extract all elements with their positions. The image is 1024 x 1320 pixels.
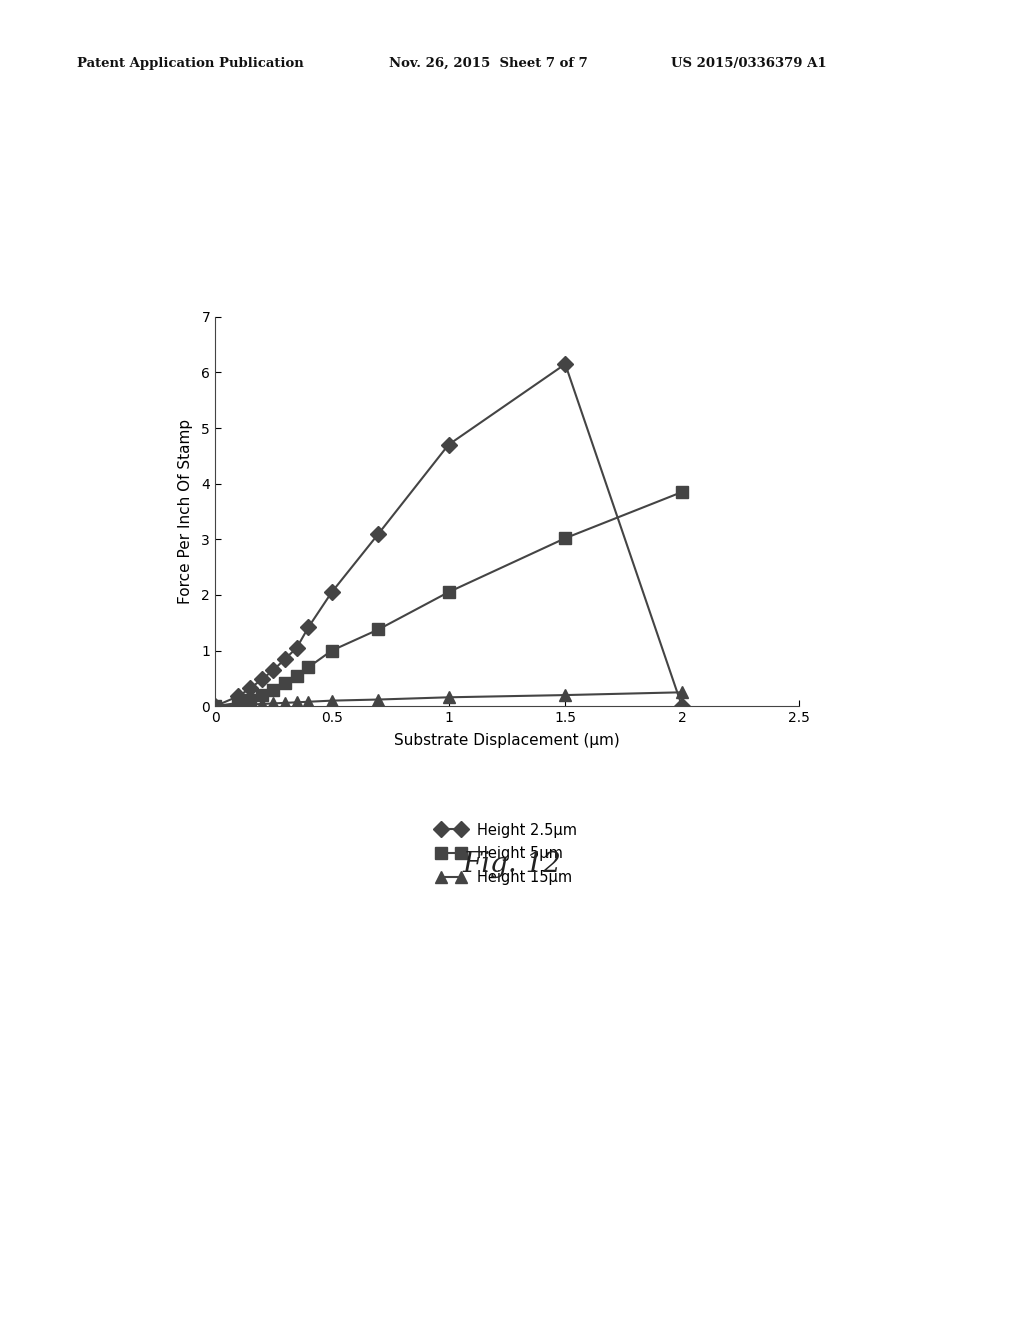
- Height 5μm: [676, 484, 688, 500]
- Y-axis label: Force Per Inch Of Stamp: Force Per Inch Of Stamp: [178, 418, 193, 605]
- Height 5μm: [302, 660, 314, 676]
- Height 5μm: [442, 585, 455, 601]
- Line: Height 2.5μm: Height 2.5μm: [210, 359, 687, 711]
- Height 15μm: [256, 696, 268, 711]
- Height 5μm: [244, 692, 256, 708]
- Height 5μm: [232, 694, 245, 710]
- Legend: Height 2.5μm, Height 5μm, Height 15μm: Height 2.5μm, Height 5μm, Height 15μm: [436, 822, 578, 884]
- Height 15μm: [302, 694, 314, 710]
- Line: Height 5μm: Height 5μm: [210, 487, 687, 711]
- Height 15μm: [232, 697, 245, 713]
- Height 2.5μm: [302, 619, 314, 635]
- Height 2.5μm: [676, 698, 688, 714]
- X-axis label: Substrate Displacement (μm): Substrate Displacement (μm): [394, 734, 620, 748]
- Height 5μm: [291, 668, 303, 684]
- Height 15μm: [267, 696, 280, 711]
- Text: Fig. 12: Fig. 12: [463, 851, 561, 878]
- Height 5μm: [326, 643, 338, 659]
- Height 2.5μm: [279, 651, 291, 667]
- Height 5μm: [373, 622, 385, 638]
- Text: Patent Application Publication: Patent Application Publication: [77, 57, 303, 70]
- Height 5μm: [559, 531, 571, 546]
- Height 2.5μm: [267, 663, 280, 678]
- Height 15μm: [326, 693, 338, 709]
- Height 2.5μm: [291, 640, 303, 656]
- Height 2.5μm: [559, 356, 571, 372]
- Height 2.5μm: [373, 525, 385, 541]
- Line: Height 15μm: Height 15μm: [210, 686, 687, 711]
- Height 2.5μm: [442, 437, 455, 453]
- Height 15μm: [244, 697, 256, 713]
- Height 5μm: [256, 688, 268, 704]
- Height 15μm: [279, 694, 291, 710]
- Height 2.5μm: [209, 698, 221, 714]
- Height 2.5μm: [326, 585, 338, 601]
- Height 15μm: [209, 698, 221, 714]
- Height 5μm: [267, 681, 280, 697]
- Height 2.5μm: [256, 672, 268, 688]
- Height 15μm: [373, 692, 385, 708]
- Height 15μm: [559, 688, 571, 704]
- Height 2.5μm: [232, 688, 245, 704]
- Height 15μm: [442, 689, 455, 705]
- Height 5μm: [279, 675, 291, 690]
- Text: Nov. 26, 2015  Sheet 7 of 7: Nov. 26, 2015 Sheet 7 of 7: [389, 57, 588, 70]
- Height 15μm: [291, 694, 303, 710]
- Height 2.5μm: [244, 681, 256, 697]
- Height 15μm: [676, 684, 688, 700]
- Text: US 2015/0336379 A1: US 2015/0336379 A1: [671, 57, 826, 70]
- Height 5μm: [209, 698, 221, 714]
